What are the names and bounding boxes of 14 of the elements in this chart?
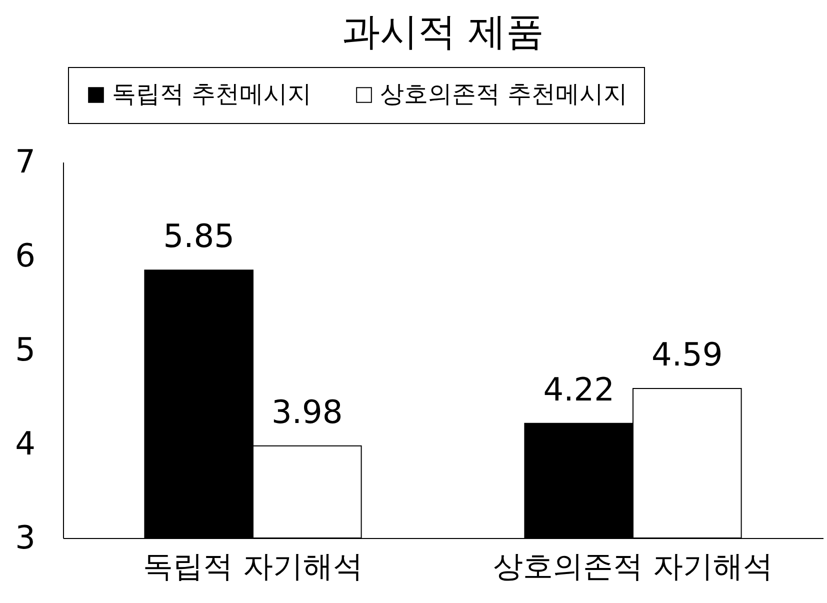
y-tick-label: 3: [15, 518, 36, 556]
data-label: 4.59: [652, 336, 723, 374]
chart-title: 과시적 제품: [342, 10, 544, 54]
y-tick-label: 5: [15, 330, 36, 368]
x-tick-label: 독립적 자기해석: [143, 550, 363, 584]
data-label: 4.22: [543, 370, 614, 408]
data-label: 3.98: [272, 392, 343, 431]
y-tick-label: 6: [15, 236, 36, 274]
legend-label: 상호의존적 추천메시지: [380, 80, 628, 108]
data-label: 5.85: [163, 217, 234, 256]
y-tick-label: 4: [15, 424, 36, 462]
legend-label: 독립적 추천메시지: [112, 80, 312, 108]
x-tick-label: 상호의존적 자기해석: [493, 550, 773, 584]
y-tick-label: 7: [15, 142, 36, 180]
